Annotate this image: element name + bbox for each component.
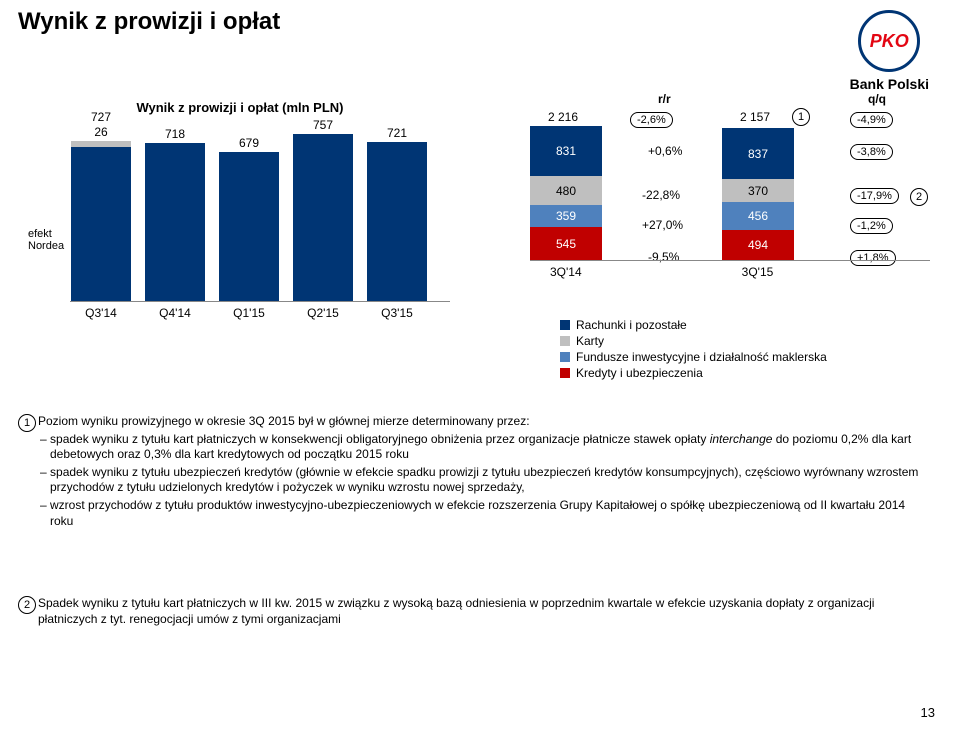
stacked-col-1: 837370456494 <box>722 128 794 260</box>
legend-item-3: Kredyty i ubezpieczenia <box>560 366 827 380</box>
page-number: 13 <box>921 705 935 720</box>
legend-swatch-1 <box>560 336 570 346</box>
note2-text: Spadek wyniku z tytułu kart płatniczych … <box>38 596 929 627</box>
xtick-1: Q4'14 <box>144 306 206 320</box>
notes-block-1: 1 Poziom wyniku prowizyjnego w okresie 3… <box>38 414 929 529</box>
bar-1: 718 <box>144 127 206 301</box>
marker-1-icon: 1 <box>792 108 810 126</box>
legend: Rachunki i pozostałe Karty Fundusze inwest… <box>560 318 827 382</box>
right-stacked-chart: r/r q/q 2 216 2 157 1 2 -2,6% +0,6% -22,… <box>490 100 930 279</box>
xtick-3: Q2'15 <box>292 306 354 320</box>
legend-swatch-2 <box>560 352 570 362</box>
xtick-4: Q3'15 <box>366 306 428 320</box>
qq-header: q/q <box>868 92 886 106</box>
seg-0-2: 359 <box>530 205 602 227</box>
stacked-x-0: 3Q'14 <box>550 265 582 279</box>
notes-block-2: 2 Spadek wyniku z tytułu kart płatniczyc… <box>38 596 929 627</box>
bar-4: 721 <box>366 126 428 301</box>
col2-total: 2 157 <box>740 110 770 124</box>
bar-3: 757 <box>292 118 354 301</box>
note2-marker: 2 <box>18 596 36 614</box>
col1-total: 2 216 <box>548 110 578 124</box>
efekt-label: efekt Nordea <box>28 228 66 252</box>
left-bar-chart: Wynik z prowizji i opłat (mln PLN) efekt… <box>30 100 450 320</box>
note1-b2: spadek wyniku z tytułu ubezpieczeń kredy… <box>50 465 918 495</box>
legend-label-1: Karty <box>576 334 604 348</box>
xtick-0: Q3'14 <box>70 306 132 320</box>
seg-1-3: 494 <box>722 230 794 260</box>
logo-subtitle: Bank Polski <box>850 76 929 92</box>
seg-0-1: 480 <box>530 176 602 205</box>
xtick-2: Q1'15 <box>218 306 280 320</box>
seg-0-3: 545 <box>530 227 602 260</box>
rr-header: r/r <box>658 92 671 106</box>
legend-swatch-0 <box>560 320 570 330</box>
note1-b3: wzrost przychodów z tytułu produktów inw… <box>50 498 905 528</box>
logo: PKO Bank Polski <box>850 10 929 92</box>
legend-swatch-3 <box>560 368 570 378</box>
legend-item-2: Fundusze inwestycyjne i działalność makl… <box>560 350 827 364</box>
seg-1-0: 837 <box>722 128 794 179</box>
logo-text: PKO <box>870 31 909 52</box>
seg-1-2: 456 <box>722 202 794 230</box>
bar-0: 72726 <box>70 110 132 301</box>
note1-b1-ital: interchange <box>710 432 776 446</box>
legend-item-0: Rachunki i pozostałe <box>560 318 827 332</box>
legend-label-3: Kredyty i ubezpieczenia <box>576 366 703 380</box>
note1-marker: 1 <box>18 414 36 432</box>
page-title: Wynik z prowizji i opłat <box>18 8 280 36</box>
legend-label-2: Fundusze inwestycyjne i działalność makl… <box>576 350 827 364</box>
legend-label-0: Rachunki i pozostałe <box>576 318 687 332</box>
legend-item-1: Karty <box>560 334 827 348</box>
stacked-x-1: 3Q'15 <box>742 265 774 279</box>
stacked-col-0: 831480359545 <box>530 126 602 260</box>
bar-2: 679 <box>218 136 280 301</box>
note1-b1a: spadek wyniku z tytułu kart płatniczych … <box>50 432 710 446</box>
seg-0-0: 831 <box>530 126 602 176</box>
note1-lead: Poziom wyniku prowizyjnego w okresie 3Q … <box>38 414 929 430</box>
logo-circle: PKO <box>858 10 920 72</box>
seg-1-1: 370 <box>722 179 794 202</box>
